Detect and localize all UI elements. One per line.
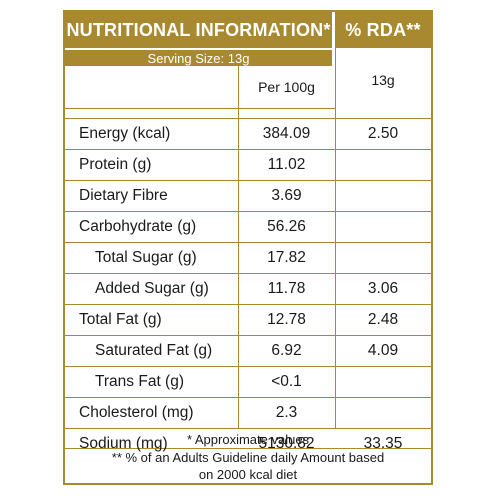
grid-line [65,149,431,150]
nutrient-value: 6.92 [271,341,302,359]
grid-line [238,66,239,428]
nutrient-rda: 2.48 [367,310,399,328]
grid-line [65,118,431,119]
nutrient-name: Dietary Fibre [79,186,168,204]
nutrient-rda: 4.09 [367,341,399,359]
nutrient-value: 3.69 [271,186,302,204]
table-row: Protein (g) 11.02 [65,149,431,180]
serving-size: Serving Size: 13g [65,48,335,66]
table-title: NUTRITIONAL INFORMATION* [65,12,335,48]
nutrient-name: Trans Fat (g) [95,372,184,390]
grid-line [65,304,431,305]
nutrient-name: Saturated Fat (g) [95,341,213,359]
table-row: Energy (kcal) 384.09 2.50 [65,118,431,149]
per-100g-header: Per 100g [258,79,315,95]
table-row: Saturated Fat (g) 6.92 4.09 [65,335,431,366]
nutrient-value: <0.1 [271,372,302,390]
grid-line [65,273,431,274]
grid-line [65,366,431,367]
nutrient-value: 5130.82 [258,434,315,452]
rda-footnote: ** % of an Adults Guideline daily Amount… [65,449,431,483]
rda-footnote-line: ** % of an Adults Guideline daily Amount… [111,450,385,465]
nutrient-name: Carbohydrate (g) [79,217,197,235]
nutrient-name: Total Fat (g) [79,310,162,328]
nutrition-table: NUTRITIONAL INFORMATION* % RDA** Serving… [63,10,433,485]
per-13g-header: 13g [371,72,395,88]
nutrient-rda [335,149,431,180]
grid-line [335,48,336,428]
nutrient-rda: 2.50 [367,124,399,142]
nutrient-value: 384.09 [262,124,311,142]
table-row: Sodium (mg) 5130.82 33.35 [65,428,431,459]
grid-line [65,180,431,181]
nutrient-rda: 33.35 [363,434,403,452]
table-row: Trans Fat (g) <0.1 [65,366,431,397]
nutrient-rda [335,242,431,273]
table-row: Total Sugar (g) 17.82 [65,242,431,273]
nutrient-value: 12.78 [267,310,306,328]
rda-header: % RDA** [335,12,431,48]
table-row: Cholesterol (mg) 2.3 [65,397,431,428]
table-row: Added Sugar (g) 11.78 3.06 [65,273,431,304]
table-row: Carbohydrate (g) 56.26 [65,211,431,242]
nutrient-value: 2.3 [275,403,298,421]
grid-line [65,428,431,429]
nutrient-name: Sodium (mg) [79,434,168,452]
approx-footnote: * Approximate values [186,431,310,447]
nutrient-name: Total Sugar (g) [95,248,197,266]
nutrient-name: Added Sugar (g) [95,279,209,297]
table-row: Total Fat (g) 12.78 2.48 [65,304,431,335]
nutrient-rda [335,211,431,242]
grid-line [65,397,431,398]
nutrient-rda [335,397,431,428]
grid-line [65,335,431,336]
grid-line [65,448,431,449]
table-row: Dietary Fibre 3.69 [65,180,431,211]
rda-footnote-line: on 2000 kcal diet [198,467,298,482]
nutrient-rda [335,180,431,211]
grid-line [65,211,431,212]
nutrient-value: 17.82 [267,248,306,266]
grid-line [65,242,431,243]
nutrient-name: Energy (kcal) [79,124,171,142]
nutrient-value: 56.26 [267,217,306,235]
nutrient-value: 11.02 [267,155,306,173]
nutrient-name: Cholesterol (mg) [79,403,194,421]
nutrient-rows: Energy (kcal) 384.09 2.50 Protein (g) 11… [65,103,431,452]
nutrient-value: 11.78 [267,279,306,297]
nutrient-rda: 3.06 [367,279,399,297]
nutrient-name: Protein (g) [79,155,152,173]
nutrient-rda [335,366,431,397]
grid-line [65,108,335,109]
